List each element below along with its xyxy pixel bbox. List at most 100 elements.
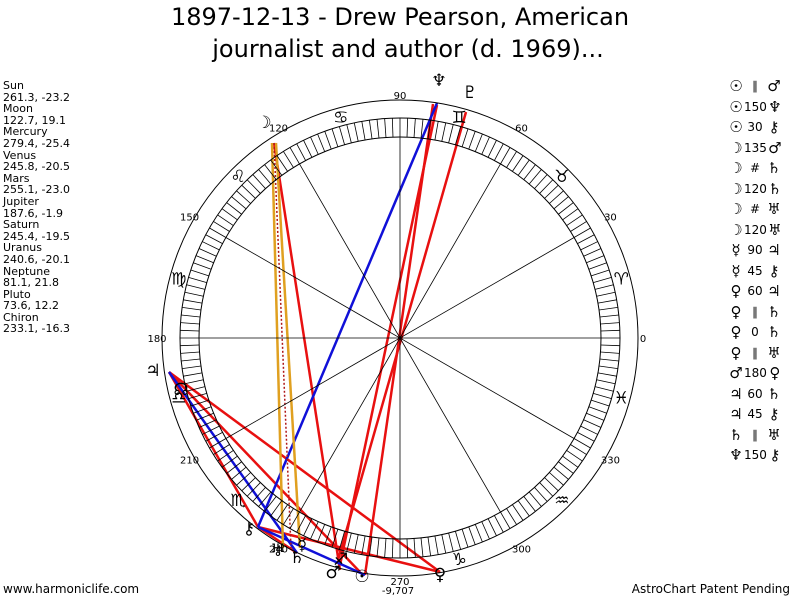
degree-tick xyxy=(598,306,618,311)
degree-tick xyxy=(303,140,313,158)
aspect-planet-2: ♂ xyxy=(768,138,782,157)
degree-tick xyxy=(182,365,202,370)
position-value: 279.4, -25.4 xyxy=(3,136,70,150)
degree-label: 240 xyxy=(269,544,288,555)
degree-tick xyxy=(190,269,209,277)
degree-tick xyxy=(413,118,416,138)
degree-tick xyxy=(481,521,490,540)
aspect-row: ☿ 45 ⚷ xyxy=(728,261,783,282)
aspect-planet-2: ♂ xyxy=(767,77,781,96)
degree-label: 90 xyxy=(394,91,407,102)
degree-tick xyxy=(583,419,602,428)
degree-tick xyxy=(236,190,251,204)
aspect-planet-1: ♆ xyxy=(729,446,743,465)
degree-tick xyxy=(205,234,223,244)
moon-icon: ☽ xyxy=(256,113,271,133)
degree-tick xyxy=(384,118,387,138)
footer-website: www.harmoniclife.com xyxy=(3,582,140,596)
degree-tick xyxy=(186,284,206,290)
degree-tick xyxy=(346,532,352,552)
aspect-row: ♃ 45 ⚷ xyxy=(728,404,783,425)
degree-tick xyxy=(591,269,610,277)
chart-title-line1: 1897-12-13 - Drew Pearson, American xyxy=(170,3,630,31)
aspect-type: # xyxy=(749,161,761,176)
degree-ticks xyxy=(180,118,620,558)
degree-tick xyxy=(427,536,432,556)
degree-tick xyxy=(246,482,261,497)
degree-tick xyxy=(558,202,574,215)
aspect-type: 135 xyxy=(744,140,767,155)
chiron-icon: ⚷ xyxy=(243,519,255,539)
position-value: 261.3, -23.2 xyxy=(3,90,70,104)
degree-tick xyxy=(566,450,583,462)
degree-tick xyxy=(184,291,204,297)
degree-tick xyxy=(368,536,373,556)
aspect-type: ∥ xyxy=(752,304,758,319)
aspect-row: ♀ ∥ ♅ xyxy=(728,343,783,364)
degree-tick xyxy=(270,500,283,517)
aspect-line xyxy=(273,142,292,549)
degree-tick xyxy=(448,532,454,552)
position-name: Pluto xyxy=(3,287,31,301)
position-value: 122.7, 19.1 xyxy=(3,113,66,127)
degree-tick xyxy=(209,438,227,449)
neptune-icon: ♆ xyxy=(431,71,446,91)
chart-title-line2: journalist and author (d. 1969)... xyxy=(212,35,604,63)
degree-tick xyxy=(544,477,559,492)
degree-tick xyxy=(264,496,277,512)
aspect-planet-1: ☉ xyxy=(729,97,743,116)
degree-tick xyxy=(252,174,266,189)
zodiac-sign-icon: ♍ xyxy=(171,270,186,290)
aspect-row: ♀ 60 ♃ xyxy=(728,281,783,302)
degree-tick xyxy=(468,526,476,545)
pluto-icon: ♇ xyxy=(462,83,477,103)
aspect-planet-1: ♃ xyxy=(729,405,743,424)
aspect-planet-2: ♃ xyxy=(767,282,781,301)
degree-tick xyxy=(331,128,339,147)
degree-tick xyxy=(591,399,610,407)
degree-tick xyxy=(276,504,288,521)
aspect-type: 120 xyxy=(744,181,767,196)
position-value: 233.1, -16.3 xyxy=(3,322,70,336)
degree-tick xyxy=(241,184,256,199)
aspect-line xyxy=(274,142,302,549)
position-value: 255.1, -23.0 xyxy=(3,183,70,197)
degree-tick xyxy=(600,322,620,325)
degree-tick xyxy=(406,118,409,138)
aspect-line xyxy=(168,371,361,573)
degree-tick xyxy=(258,169,272,185)
footer-patent: AstroChart Patent Pending xyxy=(631,582,790,596)
degree-tick xyxy=(487,140,497,158)
degree-tick xyxy=(474,524,483,543)
aspect-planet-2: ♅ xyxy=(767,425,781,444)
degree-tick xyxy=(258,491,272,507)
degree-tick xyxy=(317,524,326,543)
degree-tick xyxy=(596,291,616,297)
planet-glyphs: ☽ ♆ ♇ ♃ ☊ ⚷ ♄♅ ♀ ♂ ☉ ☿ -9,707 xyxy=(145,71,477,597)
degree-tick xyxy=(420,119,424,139)
position-value: 240.6, -20.1 xyxy=(3,252,70,266)
degree-tick xyxy=(494,515,504,533)
zodiac-sign-icon: ♎ xyxy=(171,388,186,408)
degree-tick xyxy=(512,504,524,521)
degree-tick xyxy=(597,299,617,304)
degree-label: 180 xyxy=(147,334,166,345)
degree-tick xyxy=(195,412,214,421)
degree-tick xyxy=(506,151,517,168)
degree-tick xyxy=(594,386,614,392)
degree-label: 60 xyxy=(515,124,528,135)
mars-icon: ♂ xyxy=(325,563,340,583)
degree-tick xyxy=(289,147,300,165)
degree-tick xyxy=(246,179,261,194)
zodiac-sign-icon: ♌ xyxy=(230,167,245,187)
position-name: Sun xyxy=(3,79,24,92)
degree-tick xyxy=(180,344,200,347)
degree-tick xyxy=(562,208,579,221)
degree-tick xyxy=(180,351,200,354)
aspect-type: ∥ xyxy=(752,427,758,442)
aspect-planet-2: ♄ xyxy=(767,323,781,342)
zodiac-glyphs: ♈ ♉ ♊ ♋ ♌ ♍ ♎ ♏ ♐ ♑ ♒ ♓ xyxy=(171,108,629,570)
degree-tick xyxy=(553,466,569,480)
aspect-line xyxy=(336,111,468,561)
aspect-row: ☽ 135 ♂ xyxy=(728,138,783,159)
